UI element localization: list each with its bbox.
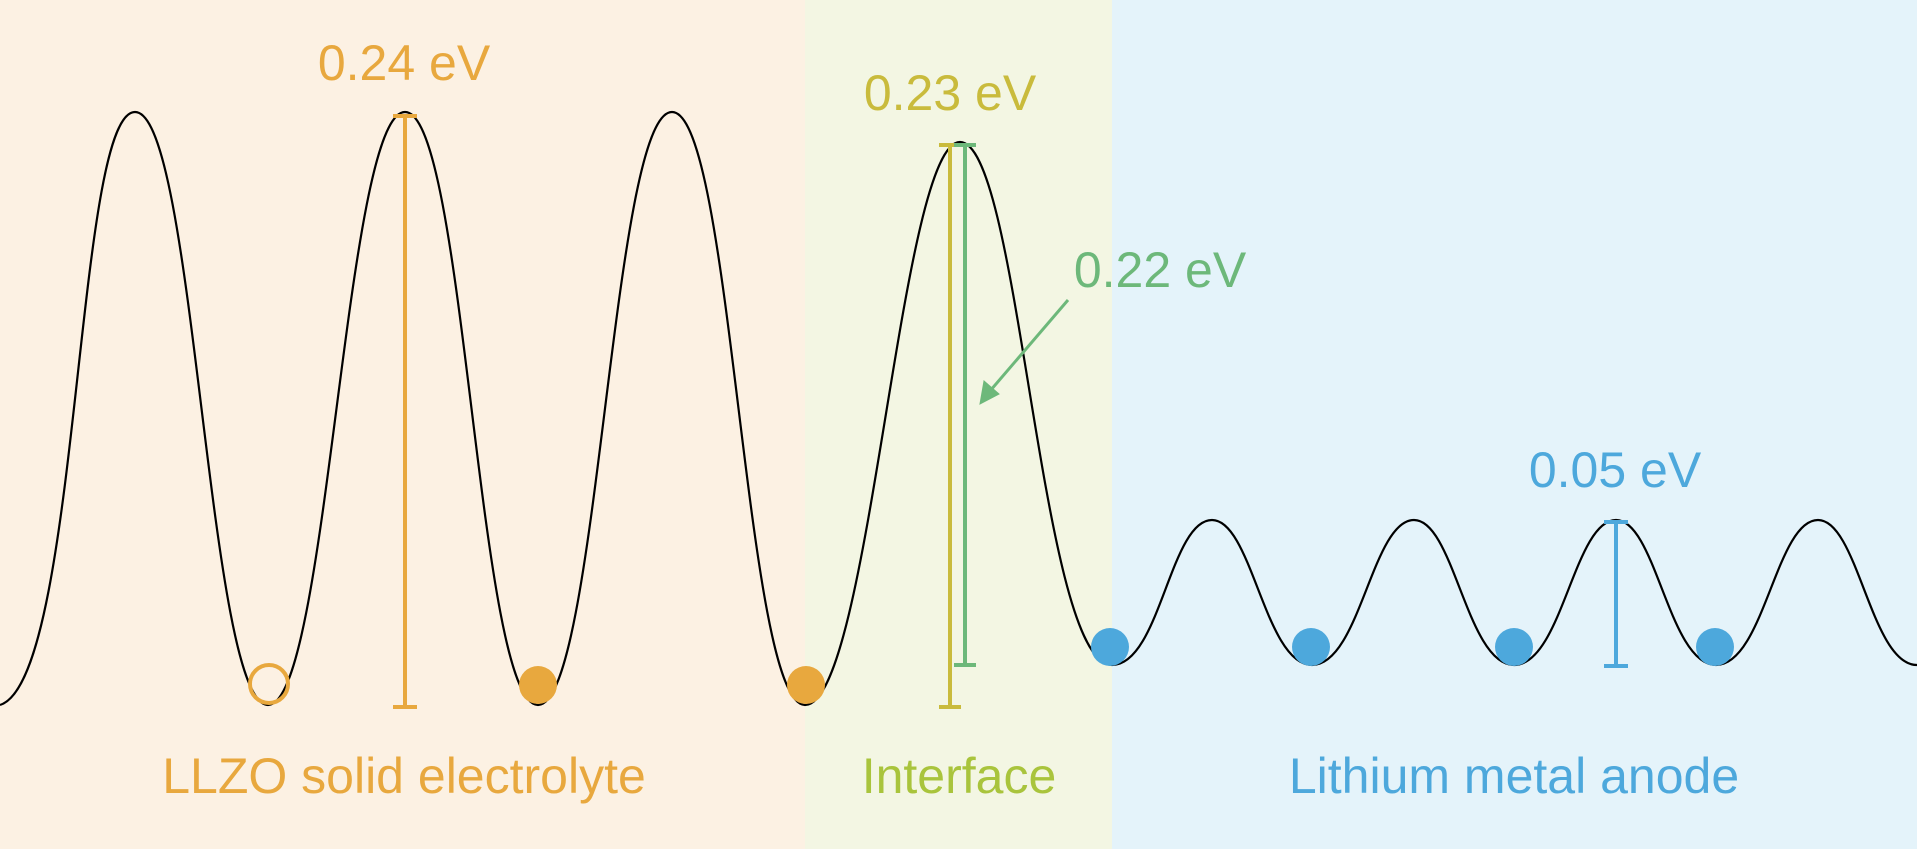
- interface-region-label: Interface: [862, 748, 1057, 804]
- lithium-barrier-marker: [1604, 520, 1628, 668]
- llzo-region-background: [0, 0, 805, 849]
- llzo-barrier-label: 0.24 eV: [318, 35, 491, 91]
- lithium-ion: [1091, 628, 1129, 666]
- lithium-ion: [519, 666, 557, 704]
- arrow-icon: [979, 299, 1070, 405]
- lithium-ion: [1292, 628, 1330, 666]
- lithium-ion: [1696, 628, 1734, 666]
- interface-barrier-label: 0.23 eV: [864, 65, 1037, 121]
- lithium-ion: [1495, 628, 1533, 666]
- lithium-region-label: Lithium metal anode: [1289, 748, 1739, 804]
- interface-region-background: [805, 0, 1112, 849]
- llzo-barrier-marker: [393, 114, 417, 709]
- lithium-region-background: [1112, 0, 1917, 849]
- vacancy-site: [248, 663, 290, 705]
- interface-alt-barrier-label: 0.22 eV: [1074, 242, 1247, 298]
- interface-alt-barrier-marker: [954, 143, 976, 667]
- lithium-barrier-label: 0.05 eV: [1529, 442, 1702, 498]
- energy-landscape-curve: [0, 110, 1917, 707]
- llzo-region-label: LLZO solid electrolyte: [162, 748, 646, 804]
- lithium-ion: [787, 666, 825, 704]
